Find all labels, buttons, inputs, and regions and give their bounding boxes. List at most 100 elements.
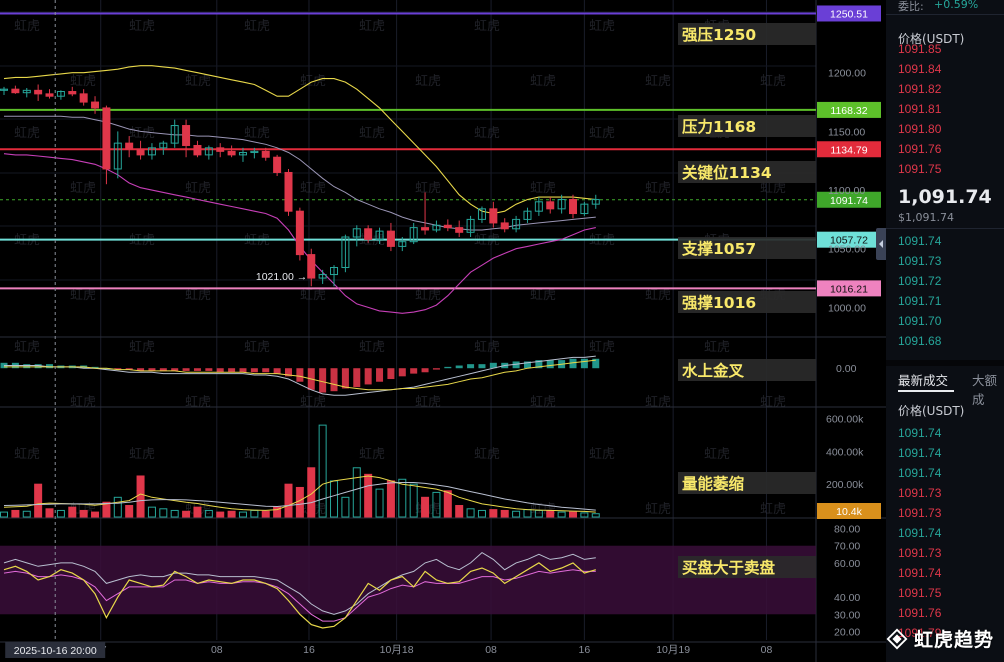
macd-hist-bar xyxy=(376,368,384,382)
bg-watermark-mark: 虹虎 xyxy=(760,395,786,410)
rsi-tick-label: 70.00 xyxy=(834,541,860,553)
bg-watermark-mark: 虹虎 xyxy=(14,126,40,141)
candle-body xyxy=(284,171,293,212)
bg-watermark-mark: 虹虎 xyxy=(300,288,326,303)
bg-watermark-mark: 虹虎 xyxy=(300,181,326,196)
bg-watermark-mark: 虹虎 xyxy=(244,126,270,141)
bg-watermark-mark: 虹虎 xyxy=(300,395,326,410)
macd-hist-bar xyxy=(523,361,531,369)
bg-watermark-mark: 虹虎 xyxy=(415,181,441,196)
macd-hist-bar xyxy=(569,358,577,369)
candle-body xyxy=(261,150,270,158)
brand-name: 虹虎趋势 xyxy=(913,629,994,651)
candle-body xyxy=(136,148,145,156)
crosshair-label-bg xyxy=(5,642,106,658)
bg-watermark-mark: 虹虎 xyxy=(589,340,615,355)
volume-bar xyxy=(159,508,168,518)
bg-watermark-mark: 虹虎 xyxy=(589,19,615,34)
candle-body xyxy=(45,93,54,97)
candle-body xyxy=(295,210,304,256)
macd-hist-bar xyxy=(239,368,247,373)
bg-watermark-mark: 虹虎 xyxy=(415,74,441,89)
ask-price: 1091.84 xyxy=(898,62,942,76)
bg-watermark-mark: 虹虎 xyxy=(70,74,96,89)
macd-tick-label: 0.00 xyxy=(836,363,857,375)
trade-price: 1091.79 xyxy=(898,626,942,640)
volume-bar xyxy=(352,467,361,518)
volume-bar xyxy=(113,496,122,518)
candle-body xyxy=(500,222,509,230)
macd-hist-bar xyxy=(159,368,167,371)
candle-body xyxy=(466,218,475,233)
candle-body xyxy=(489,208,498,224)
ask-price: 1091.76 xyxy=(898,142,942,156)
volume-bar xyxy=(295,486,304,518)
active-tab-underline xyxy=(898,390,954,392)
level-price-badge-bg xyxy=(817,101,881,118)
bg-watermark-mark: 虹虎 xyxy=(70,181,96,196)
candle-body xyxy=(569,198,577,215)
bg-watermark-mark: 虹虎 xyxy=(474,126,500,141)
volume-bar xyxy=(193,506,202,518)
candle-body xyxy=(22,89,31,94)
brand-watermark: 虹虎趋势 xyxy=(886,625,994,652)
volume-bar xyxy=(273,506,282,518)
bg-watermark-mark: 虹虎 xyxy=(645,181,671,196)
bg-watermark-mark: 虹虎 xyxy=(645,395,671,410)
tab-latest-trades[interactable]: 最新成交 xyxy=(898,373,949,388)
macd-dif-line xyxy=(4,355,596,396)
volume-tick-label: 600.00k xyxy=(826,414,864,426)
macd-hist-bar xyxy=(102,368,110,370)
annotation-box xyxy=(678,23,816,45)
low-price-marker: 1021.00 → xyxy=(256,271,307,283)
volume-bar xyxy=(557,511,566,518)
bg-watermark-mark: 虹虎 xyxy=(760,181,786,196)
candle-body xyxy=(227,150,236,156)
trade-price: 1091.75 xyxy=(898,586,942,600)
macd-hist-bar xyxy=(421,368,429,373)
bg-watermark-mark: 虹虎 xyxy=(185,395,211,410)
bid-price: 1091.73 xyxy=(898,254,942,268)
candle-body xyxy=(443,224,452,229)
volume-bar xyxy=(375,488,384,518)
bid-price: 1091.74 xyxy=(898,234,942,248)
macd-hist-bar xyxy=(171,368,179,371)
candle-body xyxy=(204,147,213,156)
bg-watermark-mark: 虹虎 xyxy=(359,19,385,34)
tab-large-trades[interactable]: 大额成 xyxy=(972,373,998,407)
volume-bar xyxy=(398,478,407,518)
ask-price: 1091.81 xyxy=(898,102,942,116)
volume-bar xyxy=(227,510,236,518)
rsi3-line xyxy=(3,551,596,615)
bg-watermark-mark: 虹虎 xyxy=(415,395,441,410)
bg-watermark-mark: 虹虎 xyxy=(530,181,556,196)
macd-hist-bar xyxy=(546,360,554,369)
candle-body xyxy=(546,201,555,210)
trade-price: 1091.74 xyxy=(898,446,942,460)
volume-bar xyxy=(477,509,486,518)
volume-bar xyxy=(318,424,327,518)
collapse-handle[interactable] xyxy=(876,228,886,260)
candle-body xyxy=(11,88,20,94)
volume-bar xyxy=(147,506,156,518)
annotation-text: 关键位1134 xyxy=(682,163,772,182)
level-price-badge: 1134.79 xyxy=(830,144,867,156)
candle-body xyxy=(0,88,8,91)
volume-tick-label: 200.00k xyxy=(826,479,864,491)
x-tick-label: 10月18 xyxy=(380,644,414,656)
price-tick-label: 1150.00 xyxy=(828,126,865,138)
trade-price: 1091.73 xyxy=(898,546,942,560)
bg-watermark-mark: 虹虎 xyxy=(129,340,155,355)
candle-body xyxy=(375,230,384,240)
volume-bar xyxy=(489,509,498,518)
candle-body xyxy=(523,210,532,220)
macd-hist-bar xyxy=(205,368,213,371)
volume-bar xyxy=(455,505,464,518)
trade-price: 1091.74 xyxy=(898,526,942,540)
macd-hist-bar xyxy=(489,362,497,369)
volume-bar xyxy=(432,491,441,518)
bg-watermark-mark: 虹虎 xyxy=(359,126,385,141)
macd-hist-bar xyxy=(592,358,600,369)
crosshair-time-label: 2025-10-16 20:00 xyxy=(14,645,97,657)
